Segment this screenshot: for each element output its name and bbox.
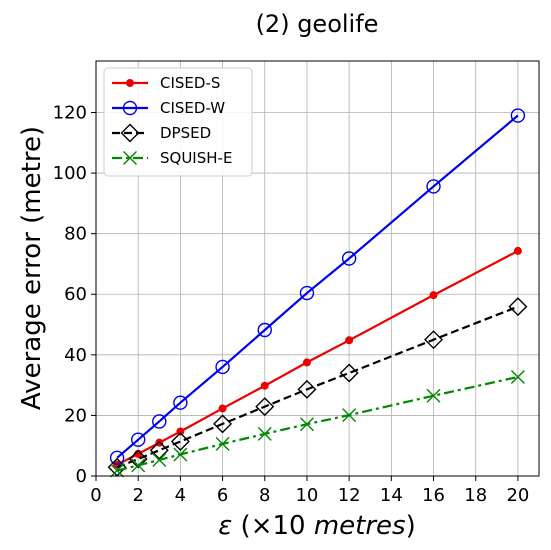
y-tick-label: 40 [64, 345, 87, 366]
legend-box [103, 67, 253, 177]
x-tick-label: 14 [380, 485, 403, 506]
y-tick-label: 120 [53, 102, 87, 123]
axis-ticks: 0 2 4 6 8 10 12 14 16 18 20 0 20 40 60 80 100 120 [53, 102, 530, 506]
x-tick-label: 8 [259, 485, 270, 506]
series-line-cised-w [116, 114, 519, 459]
y-tick-label: 100 [53, 163, 87, 184]
data-point-dpsed [170, 431, 190, 451]
series-layer [107, 108, 528, 478]
data-point-squish-e [152, 452, 167, 467]
data-point-cised-w [215, 359, 230, 375]
data-point-cised-w [152, 414, 167, 429]
series-cised-s [113, 246, 522, 469]
chart-title: (2) geolife [256, 10, 379, 38]
data-point-cised-s [429, 291, 438, 300]
data-point-cised-w [341, 251, 357, 266]
y-tick-label: 60 [64, 284, 87, 305]
x-tick-label: 10 [295, 485, 318, 506]
series-dpsed [107, 297, 528, 477]
legend-marker-dpsed [120, 123, 140, 143]
data-point-dpsed [424, 330, 444, 350]
x-axis-label-unit: metres [314, 511, 406, 541]
legend-label-dpsed: DPSED [160, 124, 211, 142]
series-line-cised-s [116, 249, 519, 466]
legend-marker-cised-w [122, 100, 138, 116]
x-tick-label: 4 [175, 485, 186, 506]
series-cised-w [109, 108, 526, 466]
data-point-dpsed [213, 414, 233, 434]
data-point-squish-e [173, 447, 188, 462]
data-point-cised-s [218, 404, 227, 413]
series-squish-e [110, 369, 525, 478]
data-point-squish-e [257, 426, 272, 441]
data-point-cised-w [510, 108, 526, 123]
x-tick-label: 12 [338, 485, 361, 506]
data-point-dpsed [508, 297, 528, 317]
data-point-cised-w [109, 450, 125, 466]
data-point-cised-s [345, 336, 354, 345]
data-point-squish-e [510, 369, 525, 384]
plot-frame [95, 60, 540, 477]
y-axis-label: Average error (metre) [17, 126, 47, 410]
series-line-dpsed [116, 305, 519, 469]
x-tick-label: 0 [90, 485, 101, 506]
data-point-squish-e [215, 436, 230, 451]
data-point-squish-e [299, 417, 314, 432]
data-point-dpsed [339, 363, 359, 383]
data-point-cised-w [130, 432, 146, 447]
data-point-squish-e [131, 458, 146, 473]
data-point-cised-s [260, 381, 269, 390]
data-point-cised-w [257, 322, 272, 338]
data-point-dpsed [255, 397, 275, 417]
x-axis-label-text: (×10 [232, 511, 314, 541]
x-tick-label: 2 [132, 485, 143, 506]
data-point-dpsed [149, 440, 169, 460]
x-tick-label: 6 [217, 485, 228, 506]
data-point-cised-s [176, 427, 185, 436]
x-axis-label-symbol: ε [218, 511, 232, 541]
data-point-squish-e [110, 463, 125, 478]
x-axis-label: ε (×10 metres) [218, 511, 416, 541]
data-point-squish-e [342, 408, 357, 423]
x-tick-label: 20 [506, 485, 529, 506]
data-point-dpsed [128, 449, 148, 469]
legend-marker-cised-s [126, 79, 134, 87]
data-point-cised-w [426, 179, 441, 194]
y-tick-label: 0 [76, 466, 87, 487]
legend-marker-squish-e [123, 151, 137, 165]
legend-label-cised-w: CISED-W [160, 99, 225, 117]
data-point-cised-w [299, 285, 315, 301]
data-point-squish-e [426, 388, 441, 403]
x-axis-label-close: ) [406, 511, 416, 541]
y-tick-label: 20 [64, 405, 87, 426]
data-point-cised-s [513, 246, 522, 255]
legend: CISED-S CISED-W DPSED SQUISH-E [103, 67, 253, 177]
data-point-cised-s [302, 358, 311, 367]
legend-label-cised-s: CISED-S [160, 74, 220, 92]
legend-label-squish-e: SQUISH-E [160, 149, 232, 167]
x-tick-label: 18 [464, 485, 487, 506]
data-point-cised-w [173, 395, 188, 410]
x-tick-label: 16 [422, 485, 445, 506]
data-point-dpsed [297, 379, 317, 399]
y-tick-label: 80 [64, 224, 87, 245]
series-line-squish-e [116, 375, 519, 472]
